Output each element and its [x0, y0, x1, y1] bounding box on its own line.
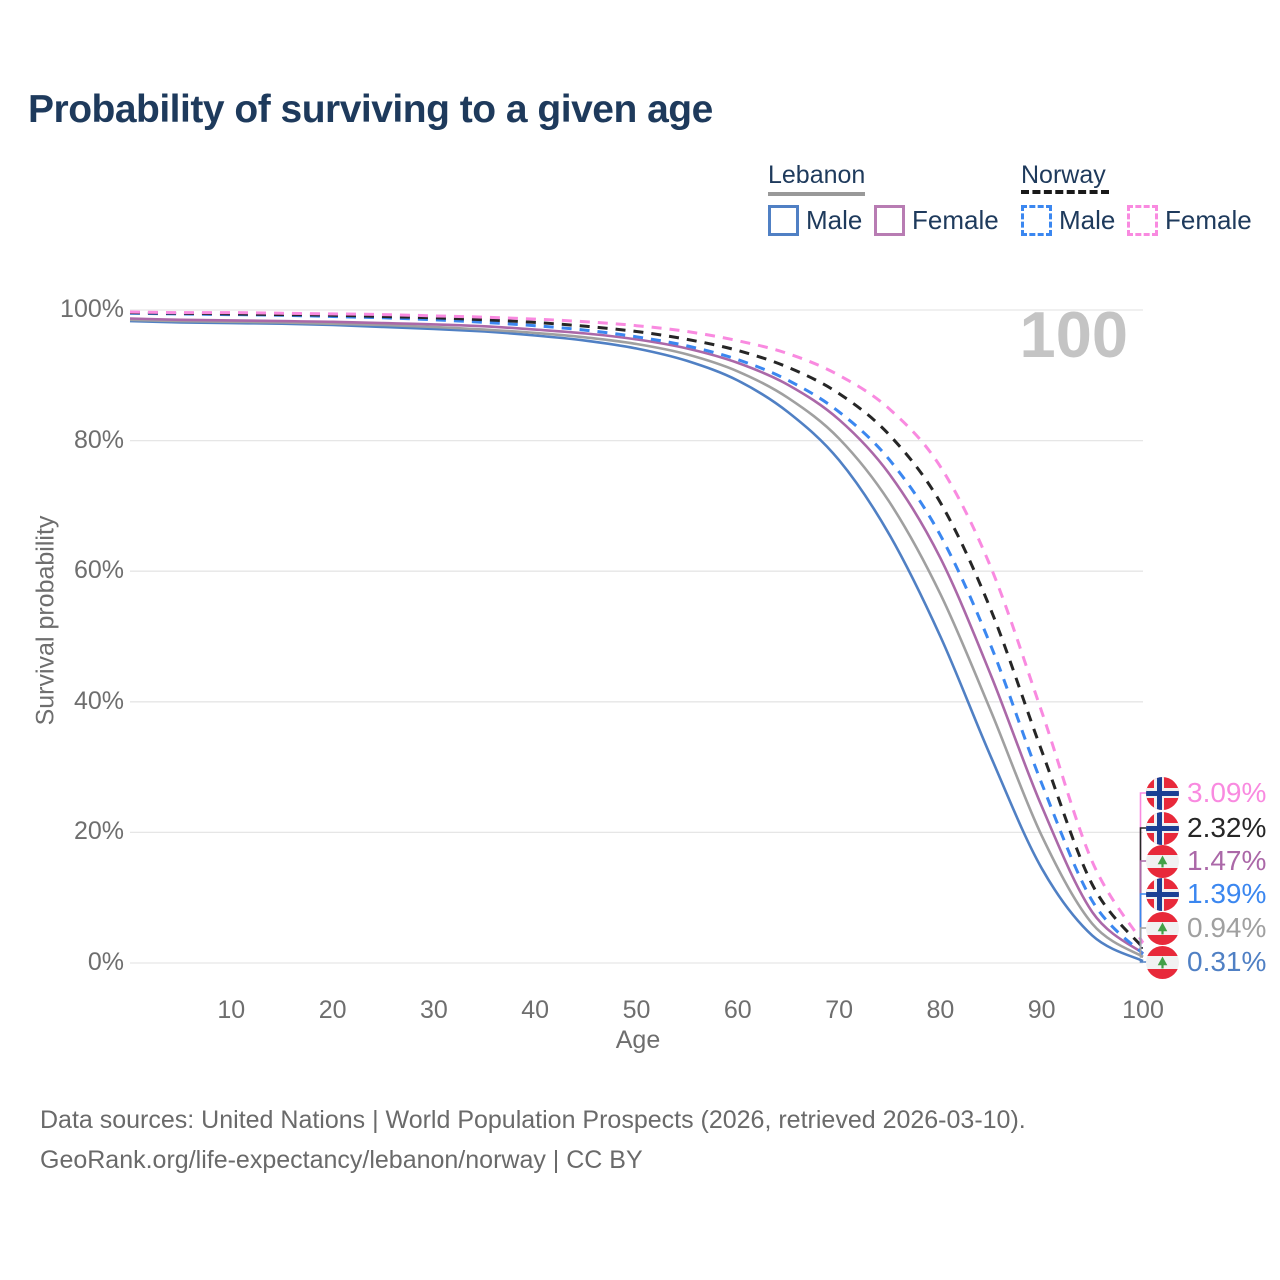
legend-group-norway: Norway — [1021, 161, 1106, 189]
end-label-value: 0.94% — [1187, 912, 1267, 943]
page-title: Probability of surviving to a given age — [28, 88, 713, 131]
legend-item-label: Male — [806, 204, 863, 235]
norway-flag-icon — [1146, 776, 1179, 810]
curve-lebanon-both-sexes[interactable] — [129, 318, 1144, 959]
end-label-lebanon-female: 1.47% — [1146, 844, 1266, 878]
y-tick-label: 80% — [73, 425, 124, 454]
y-tick-label: 100% — [60, 295, 124, 323]
y-tick-label: 60% — [73, 556, 124, 585]
legend-item-lebanon-female[interactable]: Female — [874, 204, 999, 236]
x-tick-label: 50 — [622, 996, 651, 1024]
end-label-value: 1.39% — [1187, 878, 1267, 909]
lebanon-flag-icon — [1146, 844, 1179, 878]
norway-female-swatch-icon — [1127, 204, 1158, 236]
end-label-norway-female: 3.09% — [1146, 776, 1266, 810]
x-tick-label: 20 — [318, 996, 347, 1024]
norway-flag-icon — [1146, 811, 1179, 845]
curve-lebanon-female[interactable] — [129, 317, 1144, 955]
y-tick-label: 40% — [73, 686, 124, 715]
x-tick-label: 80 — [926, 996, 955, 1024]
norway-flag-icon — [1146, 877, 1179, 911]
x-tick-label: 90 — [1027, 996, 1056, 1024]
curve-lebanon-male[interactable] — [129, 319, 1144, 963]
legend-item-lebanon-male[interactable]: Male — [768, 204, 863, 236]
x-tick-label: 100 — [1122, 996, 1164, 1024]
lebanon-flag-icon — [1146, 911, 1179, 945]
legend-norway-underline — [1021, 190, 1109, 194]
end-label-lebanon-both-sexes: 0.94% — [1146, 911, 1266, 945]
legend-item-label: Male — [1059, 204, 1116, 235]
attribution-link[interactable]: GeoRank.org/life-expectancy/lebanon/norw… — [40, 1146, 643, 1174]
y-tick-label: 20% — [73, 817, 124, 846]
legend-item-norway-male[interactable]: Male — [1021, 204, 1116, 236]
curve-norway-both-sexes[interactable] — [129, 311, 1145, 949]
end-label-value: 2.32% — [1187, 812, 1267, 843]
curve-norway-female[interactable] — [129, 310, 1145, 944]
x-tick-label: 60 — [723, 996, 752, 1024]
end-label-lebanon-male: 0.31% — [1146, 945, 1266, 979]
age-indicator: 100 — [1019, 298, 1128, 371]
x-tick-label: 70 — [825, 996, 853, 1024]
legend-item-norway-female[interactable]: Female — [1127, 204, 1252, 236]
curve-norway-male[interactable] — [129, 311, 1145, 955]
data-sources-text: Data sources: United Nations | World Pop… — [40, 1106, 1026, 1134]
end-label-value: 3.09% — [1187, 777, 1267, 808]
end-label-norway-male: 1.39% — [1146, 877, 1266, 911]
x-tick-label: 40 — [521, 996, 550, 1024]
legend-lebanon-underline — [768, 192, 865, 196]
y-tick-label: 0% — [87, 948, 124, 976]
x-tick-label: 10 — [217, 996, 246, 1024]
legend-item-label: Female — [912, 204, 999, 235]
x-axis-title: Age — [615, 1026, 661, 1054]
end-label-value: 0.31% — [1187, 946, 1267, 977]
x-tick-label: 30 — [419, 996, 448, 1024]
end-label-value: 1.47% — [1187, 845, 1267, 876]
legend-group-lebanon: Lebanon — [768, 161, 866, 189]
lebanon-female-swatch-icon — [874, 204, 905, 236]
end-label-norway-both-sexes: 2.32% — [1146, 811, 1266, 845]
legend-item-label: Female — [1165, 204, 1252, 235]
lebanon-flag-icon — [1146, 945, 1179, 979]
lebanon-male-swatch-icon — [768, 204, 799, 236]
norway-male-swatch-icon — [1021, 204, 1052, 236]
